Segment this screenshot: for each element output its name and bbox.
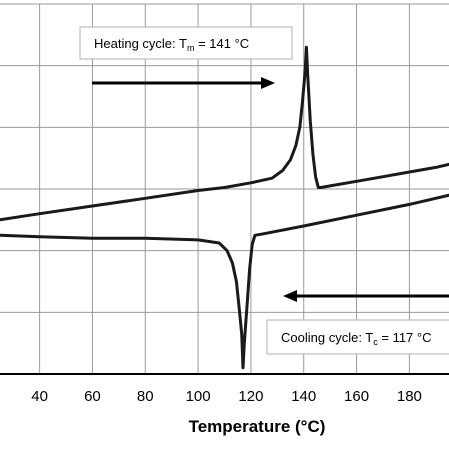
x-axis-title: Temperature (°C) [189,417,326,436]
annotation-cooling-text: Cooling cycle: Tc = 117 °C [281,330,432,347]
x-tick-label-2: 80 [137,388,154,405]
x-tick-label-6: 160 [344,388,369,405]
x-tick-label-5: 140 [291,388,316,405]
annotation-heating-box [79,26,293,60]
x-tick-labels: 40 60 80 100 120 140 160 180 [31,388,422,405]
series-line-0 [0,45,449,222]
annotation-heating-arrowhead [261,77,275,89]
annotation-cooling-arrowhead [283,290,297,302]
x-tick-label-0: 40 [31,388,48,405]
annotation-cooling-box [266,319,449,355]
x-tick-label-1: 60 [84,388,101,405]
x-tick-label-7: 180 [397,388,422,405]
grid [0,3,449,374]
annotation-heating: Heating cycle: Tm = 141 °C [79,26,293,89]
x-tick-label-3: 100 [186,388,211,405]
annotation-cooling: Cooling cycle: Tc = 117 °C [266,290,449,355]
series-layer [0,45,449,370]
series-line-1 [0,193,449,370]
annotation-heating-text: Heating cycle: Tm = 141 °C [94,36,249,53]
x-tick-label-4: 120 [238,388,263,405]
